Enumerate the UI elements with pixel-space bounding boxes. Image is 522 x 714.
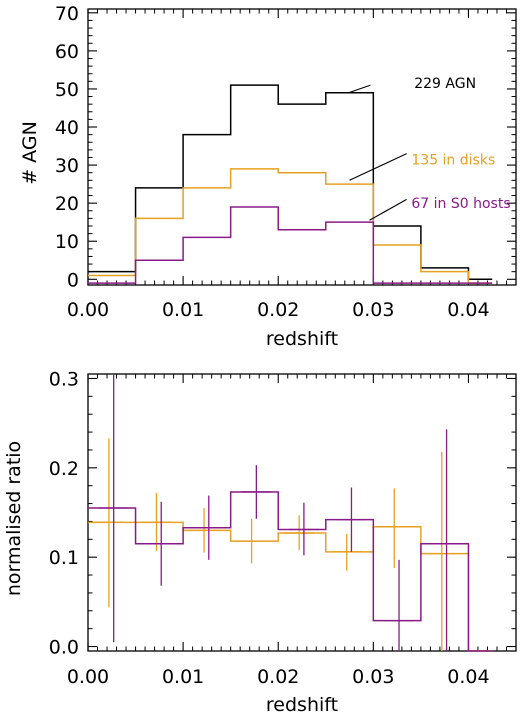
y-tick-label: 0.1 — [49, 547, 79, 569]
y-tick-label: 40 — [55, 117, 79, 139]
y-tick-label: 0 — [67, 269, 79, 291]
y-tick-label: 30 — [55, 155, 79, 177]
x-tick-label: 0.03 — [352, 666, 394, 688]
plot-frame — [87, 8, 517, 286]
x-tick-label: 0.01 — [162, 299, 204, 321]
annotation-pointer — [369, 198, 407, 221]
y-tick-label: 50 — [55, 79, 79, 101]
histogram-series-1 — [88, 491, 493, 652]
histogram-series-0 — [88, 84, 493, 281]
y-tick-label: 10 — [55, 231, 79, 253]
annotation-label: 67 in S0 hosts — [411, 196, 510, 212]
x-tick-label: 0.04 — [447, 666, 489, 688]
annotation-pointer — [348, 84, 371, 94]
y-tick-label: 0.0 — [49, 637, 79, 659]
x-tick-label: 0.02 — [257, 666, 299, 688]
x-tick-label: 0.02 — [257, 299, 299, 321]
plot-frame — [87, 373, 517, 652]
panel-counts: 0.00 0.01 0.02 0.03 0.04 0 10 20 30 40 50 60 70 redsh… — [19, 3, 517, 350]
x-tick-label: 0.00 — [67, 666, 109, 688]
histogram-series-0 — [88, 521, 493, 652]
annotation-label: 135 in disks — [411, 152, 495, 168]
x-tick-label: 0.03 — [352, 299, 394, 321]
x-axis-title: redshift — [266, 328, 338, 350]
y-tick-label: 0.2 — [49, 458, 79, 480]
annotation-label: 229 AGN — [414, 76, 476, 92]
y-tick-label: 60 — [55, 41, 79, 63]
y-axis-title: # AGN — [19, 121, 41, 185]
y-tick-label: 20 — [55, 193, 79, 215]
histogram-series-1 — [88, 168, 493, 284]
panel-ratio: 0.00 0.01 0.02 0.03 0.04 0.0 0.1 0.2 0.3 redshift… — [3, 368, 517, 714]
y-tick-label: 0.3 — [49, 368, 79, 390]
x-tick-label: 0.01 — [162, 666, 204, 688]
y-axis-title: normalised ratio — [3, 441, 25, 596]
x-tick-label: 0.04 — [447, 299, 489, 321]
x-tick-label: 0.00 — [67, 299, 109, 321]
x-axis-title: redshift — [266, 694, 338, 714]
annotation-pointer — [349, 153, 407, 181]
y-tick-label: 70 — [55, 3, 79, 25]
histogram-series-2 — [88, 206, 493, 284]
